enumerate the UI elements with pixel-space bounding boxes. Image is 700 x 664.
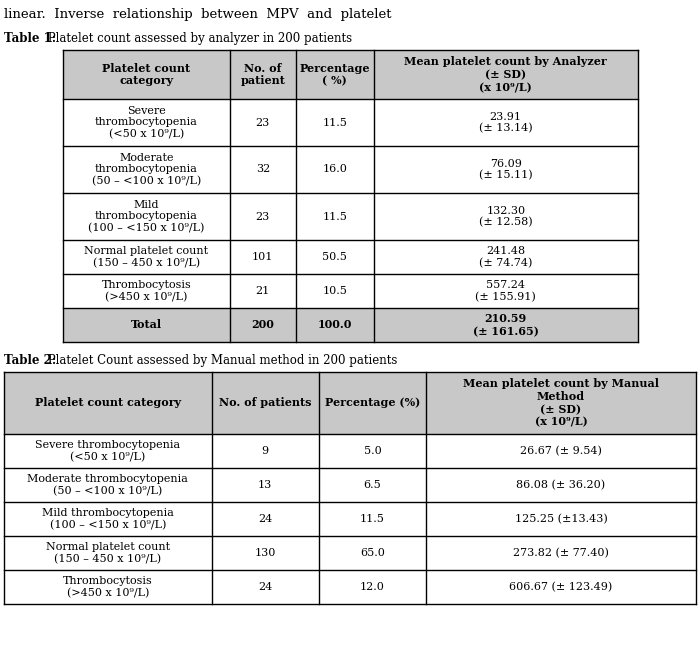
Text: Mean platelet count by Manual
Method
(± SD)
(x 10⁹/L): Mean platelet count by Manual Method (± … bbox=[463, 378, 659, 428]
Bar bbox=[63, 240, 638, 274]
Text: Mean platelet count by Analyzer
(± SD)
(x 10⁹/L): Mean platelet count by Analyzer (± SD) (… bbox=[405, 56, 607, 93]
Text: 200: 200 bbox=[251, 319, 274, 331]
Text: Normal platelet count
(150 – 450 x 10⁹/L): Normal platelet count (150 – 450 x 10⁹/L… bbox=[46, 542, 170, 564]
Text: 606.67 (± 123.49): 606.67 (± 123.49) bbox=[510, 582, 612, 592]
Bar bbox=[4, 468, 696, 502]
Text: 23: 23 bbox=[256, 118, 270, 127]
Bar bbox=[4, 502, 696, 536]
Text: 13: 13 bbox=[258, 480, 272, 490]
Text: 26.67 (± 9.54): 26.67 (± 9.54) bbox=[520, 446, 602, 456]
Text: 125.25 (±13.43): 125.25 (±13.43) bbox=[514, 514, 608, 524]
Text: 23.91
(± 13.14): 23.91 (± 13.14) bbox=[479, 112, 533, 133]
Text: 65.0: 65.0 bbox=[360, 548, 385, 558]
Text: 12.0: 12.0 bbox=[360, 582, 385, 592]
Text: 5.0: 5.0 bbox=[363, 446, 382, 456]
Bar bbox=[63, 193, 638, 240]
Text: 24: 24 bbox=[258, 514, 272, 524]
Text: Table 1:: Table 1: bbox=[4, 32, 56, 45]
Text: Total: Total bbox=[131, 319, 162, 331]
Bar bbox=[63, 308, 638, 342]
Text: 101: 101 bbox=[252, 252, 274, 262]
Text: Moderate
thrombocytopenia
(50 – <100 x 10⁹/L): Moderate thrombocytopenia (50 – <100 x 1… bbox=[92, 153, 201, 187]
Text: 6.5: 6.5 bbox=[363, 480, 382, 490]
Bar bbox=[63, 146, 638, 193]
Text: 557.24
(± 155.91): 557.24 (± 155.91) bbox=[475, 280, 536, 302]
Text: 21: 21 bbox=[256, 286, 270, 296]
Text: No. of
patient: No. of patient bbox=[240, 62, 286, 86]
Text: Percentage
( %): Percentage ( %) bbox=[300, 62, 370, 86]
Bar bbox=[4, 536, 696, 570]
Bar bbox=[63, 274, 638, 308]
Text: Platelet Count assessed by Manual method in 200 patients: Platelet Count assessed by Manual method… bbox=[44, 354, 398, 367]
Bar bbox=[63, 99, 638, 146]
Bar bbox=[4, 434, 696, 468]
Text: Platelet count category: Platelet count category bbox=[35, 398, 181, 408]
Text: Mild
thrombocytopenia
(100 – <150 x 10⁹/L): Mild thrombocytopenia (100 – <150 x 10⁹/… bbox=[88, 200, 204, 233]
Text: 23: 23 bbox=[256, 212, 270, 222]
Text: Normal platelet count
(150 – 450 x 10⁹/L): Normal platelet count (150 – 450 x 10⁹/L… bbox=[84, 246, 209, 268]
Text: 24: 24 bbox=[258, 582, 272, 592]
Text: 11.5: 11.5 bbox=[322, 118, 347, 127]
Text: Platelet count
category: Platelet count category bbox=[102, 62, 190, 86]
Text: Platelet count assessed by analyzer in 200 patients: Platelet count assessed by analyzer in 2… bbox=[44, 32, 352, 45]
Text: 50.5: 50.5 bbox=[322, 252, 347, 262]
Text: Severe
thrombocytopenia
(<50 x 10⁹/L): Severe thrombocytopenia (<50 x 10⁹/L) bbox=[95, 106, 198, 139]
Text: 76.09
(± 15.11): 76.09 (± 15.11) bbox=[479, 159, 533, 181]
Text: Thrombocytosis
(>450 x 10⁹/L): Thrombocytosis (>450 x 10⁹/L) bbox=[63, 576, 153, 598]
Text: 130: 130 bbox=[255, 548, 276, 558]
Bar bbox=[4, 372, 696, 434]
Text: linear.  Inverse  relationship  between  MPV  and  platelet: linear. Inverse relationship between MPV… bbox=[4, 8, 391, 21]
Text: 132.30
(± 12.58): 132.30 (± 12.58) bbox=[479, 206, 533, 228]
Text: 210.59
(± 161.65): 210.59 (± 161.65) bbox=[473, 313, 539, 337]
Text: 10.5: 10.5 bbox=[322, 286, 347, 296]
Text: 11.5: 11.5 bbox=[360, 514, 385, 524]
Text: Percentage (%): Percentage (%) bbox=[325, 398, 420, 408]
Text: 100.0: 100.0 bbox=[318, 319, 352, 331]
Text: 16.0: 16.0 bbox=[322, 165, 347, 175]
Text: 32: 32 bbox=[256, 165, 270, 175]
Text: 86.08 (± 36.20): 86.08 (± 36.20) bbox=[517, 480, 606, 490]
Bar bbox=[4, 570, 696, 604]
Text: Severe thrombocytopenia
(<50 x 10⁹/L): Severe thrombocytopenia (<50 x 10⁹/L) bbox=[35, 440, 181, 462]
Text: 9: 9 bbox=[262, 446, 269, 456]
Text: Table 2:: Table 2: bbox=[4, 354, 56, 367]
Text: Mild thrombocytopenia
(100 – <150 x 10⁹/L): Mild thrombocytopenia (100 – <150 x 10⁹/… bbox=[42, 508, 174, 530]
Text: 273.82 (± 77.40): 273.82 (± 77.40) bbox=[513, 548, 609, 558]
Text: 11.5: 11.5 bbox=[322, 212, 347, 222]
Bar bbox=[63, 50, 638, 99]
Text: Thrombocytosis
(>450 x 10⁹/L): Thrombocytosis (>450 x 10⁹/L) bbox=[102, 280, 191, 302]
Text: 241.48
(± 74.74): 241.48 (± 74.74) bbox=[479, 246, 533, 268]
Text: Moderate thrombocytopenia
(50 – <100 x 10⁹/L): Moderate thrombocytopenia (50 – <100 x 1… bbox=[27, 474, 188, 496]
Text: No. of patients: No. of patients bbox=[219, 398, 312, 408]
